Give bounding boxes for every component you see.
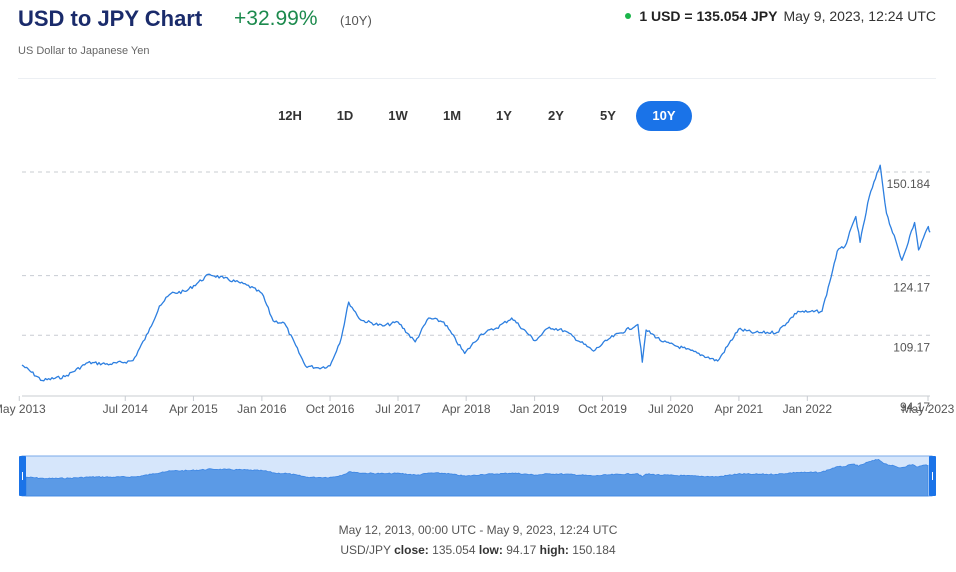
rate-timestamp: May 9, 2023, 12:24 UTC bbox=[783, 8, 936, 24]
tab-2y[interactable]: 2Y bbox=[548, 108, 564, 123]
x-tick-label: May 2013 bbox=[0, 402, 46, 416]
tab-1w[interactable]: 1W bbox=[388, 108, 408, 123]
series-line-usd-jpy bbox=[21, 164, 931, 382]
rate-value: 1 USD = 135.054 JPY bbox=[639, 8, 778, 24]
change-period: (10Y) bbox=[340, 13, 372, 28]
footer-low-value: 94.17 bbox=[506, 543, 537, 557]
y-tick-label: 150.184 bbox=[887, 177, 931, 191]
range-navigator[interactable] bbox=[0, 452, 956, 500]
x-tick-label: Jul 2014 bbox=[103, 402, 149, 416]
price-chart[interactable]: 94.17 109.17 124.17 150.184 May 2013 Jul 2014… bbox=[0, 150, 956, 420]
x-tick-label: Apr 2021 bbox=[715, 402, 764, 416]
tab-5y[interactable]: 5Y bbox=[600, 108, 616, 123]
tab-10y[interactable]: 10Y bbox=[636, 101, 692, 131]
range-tabs: 12H 1D 1W 1M 1Y 2Y 5Y 10Y bbox=[264, 101, 694, 131]
x-tick-label: Jul 2017 bbox=[375, 402, 421, 416]
header-divider bbox=[18, 78, 936, 79]
x-tick-label: Jan 2019 bbox=[510, 402, 560, 416]
navigator-series-area bbox=[25, 458, 929, 497]
footer-pair: USD/JPY bbox=[340, 543, 391, 557]
y-tick-label: 124.17 bbox=[893, 281, 930, 295]
tab-12h[interactable]: 12H bbox=[278, 108, 302, 123]
x-tick-label: Oct 2019 bbox=[578, 402, 627, 416]
y-tick-label: 94.17 bbox=[900, 400, 930, 414]
tab-1d[interactable]: 1D bbox=[336, 108, 354, 123]
page-subtitle: US Dollar to Japanese Yen bbox=[18, 45, 150, 57]
footer-low-label: low: bbox=[478, 543, 503, 557]
footer-summary: USD/JPY close: 135.054 low: 94.17 high: … bbox=[0, 543, 956, 557]
y-tick-label: 109.17 bbox=[893, 340, 930, 354]
live-dot-icon bbox=[625, 13, 632, 20]
chart-header: USD to JPY Chart +32.99% (10Y) 1 USD = 1… bbox=[18, 4, 936, 38]
x-tick-label: Oct 2016 bbox=[306, 402, 355, 416]
x-tick-label: Apr 2015 bbox=[169, 402, 218, 416]
footer-close-value: 135.054 bbox=[432, 543, 476, 557]
x-tick-label: Jan 2022 bbox=[783, 402, 833, 416]
tab-1m[interactable]: 1M bbox=[442, 108, 462, 123]
change-percent: +32.99% bbox=[234, 7, 318, 30]
footer-high-value: 150.184 bbox=[572, 543, 616, 557]
tab-1y[interactable]: 1Y bbox=[496, 108, 512, 123]
x-tick-label: Apr 2018 bbox=[442, 402, 491, 416]
live-rate: 1 USD = 135.054 JPY May 9, 2023, 12:24 UT… bbox=[625, 8, 936, 24]
footer-high-label: high: bbox=[539, 543, 569, 557]
x-tick-label: May 2023 bbox=[902, 402, 955, 416]
page-title: USD to JPY Chart bbox=[18, 6, 203, 31]
x-tick-label: Jul 2020 bbox=[648, 402, 694, 416]
footer-range: May 12, 2013, 00:00 UTC - May 9, 2023, 1… bbox=[338, 523, 618, 537]
x-tick-label: Jan 2016 bbox=[237, 402, 287, 416]
footer-close-label: close: bbox=[394, 543, 429, 557]
